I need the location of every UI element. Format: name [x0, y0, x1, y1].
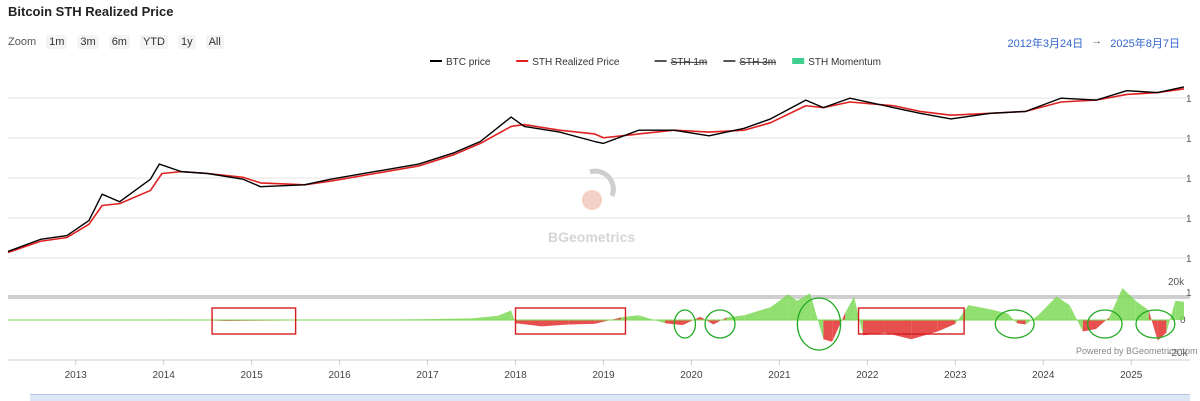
momentum-area-segment [1149, 310, 1158, 340]
momentum-area-segment [713, 317, 726, 324]
legend-swatch [792, 58, 804, 64]
momentum-area-segment [1122, 288, 1135, 320]
momentum-area-segment [683, 317, 701, 325]
momentum-area-segment [938, 320, 956, 332]
momentum-area-segment [885, 320, 911, 339]
momentum-area-segment [1096, 317, 1109, 329]
zoom-1y-button[interactable]: 1y [178, 35, 196, 49]
momentum-area-segment [498, 310, 511, 320]
momentum-area-segment [1136, 301, 1149, 320]
momentum-area-segment [595, 317, 621, 324]
momentum-area-segment [1109, 288, 1122, 320]
momentum-area-segment [542, 320, 568, 326]
x-axis-label: 2022 [856, 370, 879, 381]
zoom-selector: Zoom 1m 3m 6m YTD 1y All [8, 35, 232, 49]
zoom-ytd-button[interactable]: YTD [140, 35, 168, 49]
range-to-input[interactable]: 2025年8月7日 [1110, 35, 1180, 51]
momentum-area-segment [1175, 301, 1184, 320]
x-axis-label: 2025 [1120, 370, 1143, 381]
lower-y-tick-label: 20k [1168, 277, 1185, 288]
upper-y-tick-label: 1 [1186, 94, 1192, 105]
momentum-area-segment [823, 320, 832, 342]
legend-item-label: STH 3m [739, 57, 776, 68]
momentum-area-segment [845, 297, 854, 320]
x-axis-label: 2013 [65, 370, 88, 381]
upper-y-tick-label: 1 [1186, 254, 1192, 265]
date-range: 2012年3月24日 → 2025年8月7日 [1007, 35, 1180, 51]
momentum-area-segment [810, 293, 823, 339]
momentum-area-segment [911, 320, 937, 339]
momentum-area-segment [568, 320, 594, 324]
zoom-3m-button[interactable]: 3m [77, 35, 98, 49]
momentum-area-segment [1070, 305, 1083, 331]
x-axis-label: 2020 [680, 370, 703, 381]
chart-title: Bitcoin STH Realized Price [8, 4, 173, 19]
momentum-area-segment [1056, 297, 1069, 320]
zoom-6m-button[interactable]: 6m [109, 35, 130, 49]
legend-item-label: STH 1m [671, 57, 708, 68]
momentum-area-segment [639, 315, 665, 323]
momentum-area-segment [863, 320, 885, 335]
x-axis-label: 2015 [241, 370, 264, 381]
range-from-input[interactable]: 2012年3月24日 [1007, 35, 1083, 51]
x-axis-label: 2018 [504, 370, 527, 381]
highlight-box [212, 308, 296, 334]
upper-y-tick-label: 1 [1186, 214, 1192, 225]
upper-y-tick-label: 1 [1186, 174, 1192, 185]
momentum-area-segment [516, 320, 542, 326]
legend-item-label: STH Momentum [808, 57, 881, 68]
watermark [582, 171, 613, 210]
momentum-area-segment [1017, 320, 1026, 324]
momentum-area-segment [832, 313, 845, 342]
legend-item-label: STH Realized Price [532, 57, 620, 68]
x-axis-label: 2019 [592, 370, 615, 381]
x-axis-label: 2017 [416, 370, 439, 381]
momentum-area-segment [472, 316, 498, 320]
legend-item-label: BTC price [446, 57, 491, 68]
x-axis-label: 2023 [944, 370, 967, 381]
momentum-area-segment [621, 315, 639, 320]
credit-text: Powered by BGeometrics.com [1076, 346, 1198, 356]
highlight-circle [705, 310, 735, 338]
zoom-all-button[interactable]: All [206, 35, 224, 49]
panel-divider [8, 295, 1190, 299]
range-arrow: → [1091, 35, 1102, 51]
watermark-logo-dot [582, 190, 602, 210]
x-axis-label: 2024 [1032, 370, 1055, 381]
momentum-area-segment [1008, 314, 1017, 324]
upper-y-tick-label: 1 [1186, 288, 1192, 299]
zoom-1m-button[interactable]: 1m [46, 35, 67, 49]
x-axis-label: 2014 [153, 370, 176, 381]
x-axis-label: 2021 [768, 370, 791, 381]
momentum-area-segment [727, 315, 745, 320]
watermark-text: BGeometrics [548, 229, 635, 245]
highlight-circle [995, 310, 1034, 338]
momentum-area-segment [744, 307, 770, 320]
x-axis-label: 2016 [328, 370, 351, 381]
zoom-label: Zoom [8, 36, 36, 48]
momentum-area-segment [1039, 297, 1057, 320]
upper-y-tick-label: 1 [1186, 134, 1192, 145]
momentum-area-segment [969, 305, 991, 320]
